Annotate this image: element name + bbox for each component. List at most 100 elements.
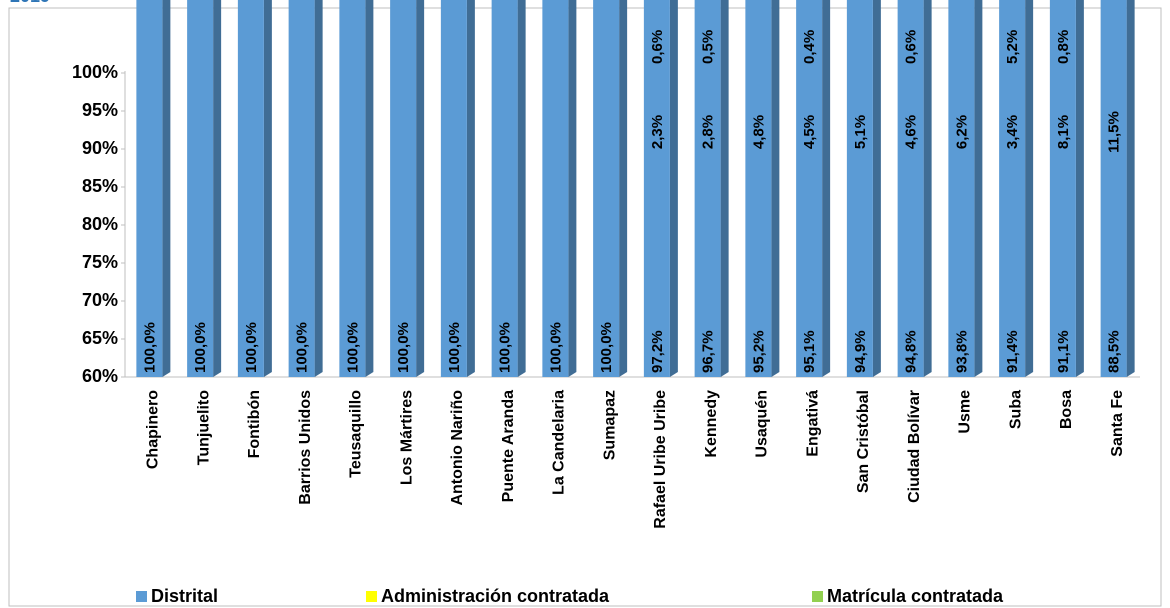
data-label: 100,0% [344,322,361,373]
x-tick-label: Antonio Nariño [449,390,466,506]
bar [136,0,163,377]
bar-side [619,0,628,377]
bar [643,0,670,377]
x-tick-label: Tunjuelito [195,390,212,465]
data-label: 6,2% [953,115,970,149]
legend-swatch [366,591,377,602]
x-tick-label: La Candelaria [551,390,568,495]
bar [390,0,417,377]
data-label: 95,1% [801,330,818,373]
chart-title: 2019 [10,0,50,6]
x-tick-label: Barrios Unidos [297,390,314,505]
data-label: 4,5% [801,115,818,149]
x-tick-label: Usaquén [754,390,771,458]
data-label: 100,0% [598,322,615,373]
y-tick-label: 70% [82,290,118,310]
y-tick-label: 90% [82,138,118,158]
bar [846,0,873,377]
bar-side [466,0,475,377]
data-label: 94,9% [852,330,869,373]
bar-side [263,0,272,377]
legend-swatch [136,591,147,602]
y-tick-label: 65% [82,328,118,348]
y-tick-label: 100% [72,62,118,82]
bar [491,0,518,377]
bar [897,0,924,377]
bar [593,0,620,377]
bar-side [923,0,932,377]
bar-side [1075,0,1084,377]
bar-side [314,0,323,377]
y-tick-label: 80% [82,214,118,234]
bar-side [365,0,374,377]
data-label: 91,1% [1055,330,1072,373]
data-label: 5,1% [852,115,869,149]
bar [796,0,823,377]
data-label: 100,0% [243,322,260,373]
bar [745,0,772,378]
data-label: 97,2% [649,330,666,373]
data-label: 100,0% [294,322,311,373]
x-tick-label: Kennedy [703,390,720,458]
x-tick-label: San Cristóbal [855,390,872,493]
legend-swatch [812,591,823,602]
legend-label: Administración contratada [381,586,610,606]
data-label: 0,8% [1055,30,1072,64]
bar [1049,0,1076,377]
data-label: 100,0% [141,322,158,373]
x-tick-label: Puente Aranda [500,390,517,502]
y-tick-label: 95% [82,100,118,120]
bar [1100,0,1127,377]
x-tick-label: Bosa [1058,390,1075,429]
data-label: 91,4% [1004,330,1021,373]
bar [542,0,569,377]
y-tick-label: 75% [82,252,118,272]
bar [999,0,1026,377]
bar-side [822,0,831,377]
bar-side [213,0,222,377]
data-label: 94,8% [903,330,920,373]
bar-side [669,0,678,377]
data-label: 88,5% [1106,330,1123,373]
data-label: 95,2% [750,330,767,373]
data-label: 0,4% [801,30,818,64]
x-tick-label: Suba [1007,390,1024,429]
data-label: 100,0% [192,322,209,373]
data-label: 100,0% [446,322,463,373]
bar-side [720,0,729,377]
legend-label: Distrital [151,586,218,606]
x-tick-label: Ciudad Bolívar [906,390,923,503]
bar-side [872,0,881,377]
x-tick-label: Usme [957,390,974,434]
data-label: 100,0% [395,322,412,373]
bar-side [416,0,425,377]
bar-side [974,0,983,377]
y-tick-label: 60% [82,366,118,386]
data-label: 11,5% [1106,111,1123,153]
x-tick-label: Fontibón [246,390,263,458]
bar [187,0,214,377]
y-tick-label: 85% [82,176,118,196]
bar-side [568,0,577,377]
x-tick-label: Rafael Uribe Uribe [652,390,669,529]
data-label: 0,6% [649,30,666,64]
data-label: 100,0% [547,322,564,373]
bar [339,0,366,377]
data-label: 0,5% [700,30,717,64]
data-label: 3,4% [1004,115,1021,149]
x-tick-label: Teusaquillo [348,390,365,478]
data-label: 8,1% [1055,115,1072,149]
bar [948,0,975,377]
data-label: 93,8% [953,330,970,373]
legend-label: Matrícula contratada [827,586,1004,606]
data-label: 5,2% [1004,30,1021,64]
chart-frame [8,7,1162,607]
data-label: 2,8% [700,115,717,149]
data-label: 4,8% [750,115,767,149]
data-label: 96,7% [700,330,717,373]
data-label: 100,0% [497,322,514,373]
x-tick-label: Santa Fe [1109,390,1126,457]
bar-side [162,0,171,377]
data-label: 2,3% [649,115,666,149]
